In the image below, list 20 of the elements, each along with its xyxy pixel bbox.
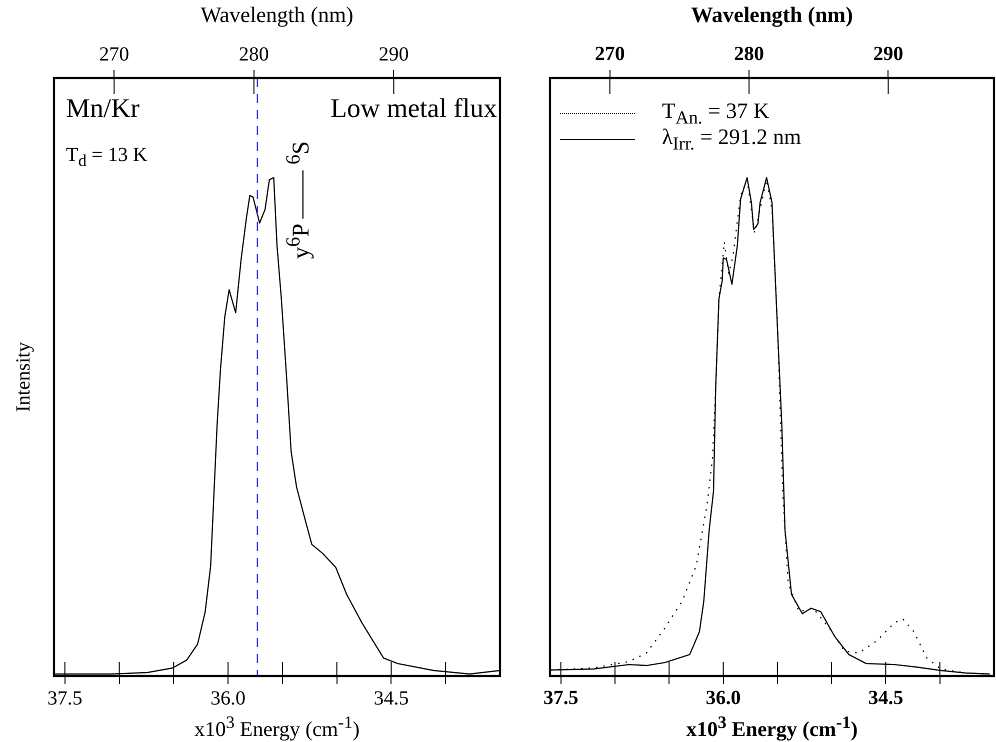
x2-axis-title: Wavelength (nm) [690, 2, 854, 28]
x-axis-title: x10$^{3}$ Energy (cm$^{-1}$) [193, 712, 361, 742]
x-tick-label: 36.0 [210, 687, 246, 710]
x2-tick-label: 270 [99, 43, 130, 66]
x2-tick-label: 290 [873, 43, 904, 66]
text: Low metal flux [330, 93, 497, 124]
x-axis-title: x10$^{3}$ Energy (cm$^{-1}$) [685, 712, 859, 742]
x2-tick-label: 270 [594, 43, 625, 66]
text: Mn/Kr [66, 93, 140, 124]
x-tick-label: 34.5 [374, 687, 409, 710]
x-tick-label: 37.5 [543, 687, 578, 710]
x2-tick-label: 290 [378, 43, 409, 66]
x2-tick-label: 280 [238, 43, 269, 66]
x2-tick-label: 280 [734, 43, 764, 66]
x-tick-label: 34.5 [868, 687, 904, 710]
x-tick-label: 36.0 [706, 687, 741, 710]
text: T$_{d}$ = 13 K [66, 144, 148, 170]
x2-axis-title: Wavelength (nm) [200, 2, 354, 28]
x-tick-label: 37.5 [47, 687, 82, 710]
y-axis-title: Intensity [12, 342, 36, 412]
